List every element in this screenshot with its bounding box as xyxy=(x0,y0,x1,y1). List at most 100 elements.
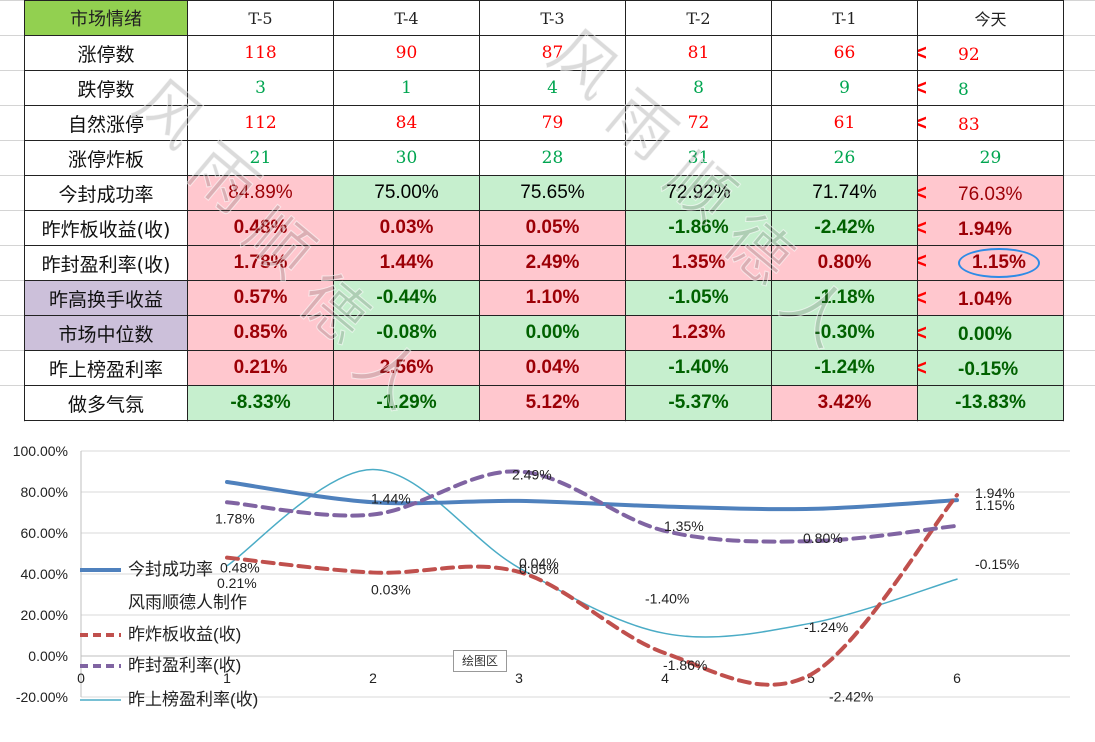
column-header[interactable]: T-5 xyxy=(187,0,334,36)
table-cell[interactable]: 81 xyxy=(625,35,772,71)
legend-label: 风雨顺德人制作 xyxy=(128,593,247,612)
table-cell[interactable]: <92 xyxy=(917,35,1064,71)
table-cell[interactable]: 2.49% xyxy=(479,245,626,281)
table-cell[interactable]: 1.23% xyxy=(625,315,772,351)
column-header[interactable]: 今天 xyxy=(917,0,1064,36)
table-cell[interactable]: 84 xyxy=(333,105,480,141)
table-cell[interactable]: 8 xyxy=(625,70,772,106)
table-cell[interactable]: 1.35% xyxy=(625,245,772,281)
row-label[interactable]: 今封成功率 xyxy=(24,175,188,211)
table-cell[interactable]: 31 xyxy=(625,140,772,176)
table-row: 涨停数 118 90 87 81 66 <92 xyxy=(24,35,1064,71)
table-cell[interactable]: 0.04% xyxy=(479,350,626,386)
column-header[interactable]: T-2 xyxy=(625,0,772,36)
table-cell[interactable]: 0.48% xyxy=(187,210,334,246)
cell-value: -2.42% xyxy=(814,217,875,238)
table-cell[interactable]: -1.24% xyxy=(771,350,918,386)
table-cell[interactable]: <1.94% xyxy=(917,210,1064,246)
data-label: -2.42% xyxy=(829,688,873,704)
table-cell[interactable]: 4 xyxy=(479,70,626,106)
table-cell[interactable]: 0.05% xyxy=(479,210,626,246)
cell-value: 1.78% xyxy=(233,252,288,273)
table-cell[interactable]: -2.42% xyxy=(771,210,918,246)
table-cell[interactable]: 72 xyxy=(625,105,772,141)
table-cell[interactable]: <1.15% xyxy=(917,245,1064,281)
table-cell[interactable]: -8.33% xyxy=(187,385,334,421)
table-cell[interactable]: 1.78% xyxy=(187,245,334,281)
table-cell[interactable]: 112 xyxy=(187,105,334,141)
table-cell[interactable]: 71.74% xyxy=(771,175,918,211)
row-label[interactable]: 自然涨停 xyxy=(24,105,188,141)
table-cell[interactable]: -1.18% xyxy=(771,280,918,316)
column-header[interactable]: T-3 xyxy=(479,0,626,36)
line-chart[interactable]: 100.00% 80.00% 60.00% 40.00% 20.00% 0.00% -20.… xyxy=(0,422,1095,742)
table-cell[interactable]: 118 xyxy=(187,35,334,71)
table-cell[interactable]: <8 xyxy=(917,70,1064,106)
table-cell[interactable]: <76.03% xyxy=(917,175,1064,211)
less-than-marker: < xyxy=(919,110,931,136)
table-cell[interactable]: <83 xyxy=(917,105,1064,141)
table-cell[interactable]: 84.89% xyxy=(187,175,334,211)
row-label[interactable]: 涨停炸板 xyxy=(24,140,188,176)
table-cell[interactable]: < -0.15% xyxy=(917,350,1064,386)
table-cell[interactable]: 21 xyxy=(187,140,334,176)
table-cell[interactable]: -1.40% xyxy=(625,350,772,386)
row-label[interactable]: 跌停数 xyxy=(24,70,188,106)
data-label: 0.80% xyxy=(803,530,843,546)
table-cell[interactable]: 0.85% xyxy=(187,315,334,351)
table-cell[interactable]: 75.00% xyxy=(333,175,480,211)
table-cell[interactable]: 0.80% xyxy=(771,245,918,281)
table-cell[interactable]: 1.44% xyxy=(333,245,480,281)
row-label[interactable]: 市场中位数 xyxy=(24,315,188,351)
table-cell[interactable]: 61 xyxy=(771,105,918,141)
data-label: -1.86% xyxy=(663,657,707,673)
row-label[interactable]: 涨停数 xyxy=(24,35,188,71)
table-cell[interactable]: 3.42% xyxy=(771,385,918,421)
table-cell[interactable]: 66 xyxy=(771,35,918,71)
table-cell[interactable]: -5.37% xyxy=(625,385,772,421)
legend-label: 昨封盈利率(收) xyxy=(128,656,241,675)
y-tick-label: 100.00% xyxy=(13,443,68,459)
table-cell[interactable]: -1.05% xyxy=(625,280,772,316)
table-cell[interactable]: 0.00% xyxy=(479,315,626,351)
less-than-marker: < xyxy=(919,320,931,346)
table-cell[interactable]: -1.86% xyxy=(625,210,772,246)
table-cell[interactable]: 30 xyxy=(333,140,480,176)
column-header[interactable]: T-1 xyxy=(771,0,918,36)
table-cell[interactable]: -1.29% xyxy=(333,385,480,421)
table-cell[interactable]: <1.04% xyxy=(917,280,1064,316)
table-cell[interactable]: -13.83% xyxy=(917,385,1064,421)
table-cell[interactable]: 87 xyxy=(479,35,626,71)
table-cell[interactable]: <0.00% xyxy=(917,315,1064,351)
table-cell[interactable]: 1 xyxy=(333,70,480,106)
table-cell[interactable]: 75.65% xyxy=(479,175,626,211)
table-cell[interactable]: 0.57% xyxy=(187,280,334,316)
table-cell[interactable]: 3 xyxy=(187,70,334,106)
row-label[interactable]: 做多气氛 xyxy=(24,385,188,421)
table-cell[interactable]: 90 xyxy=(333,35,480,71)
table-cell[interactable]: 29 xyxy=(917,140,1064,176)
table-cell[interactable]: -0.30% xyxy=(771,315,918,351)
table-cell[interactable]: -0.44% xyxy=(333,280,480,316)
cell-value: 0.80% xyxy=(817,252,872,273)
cell-value: 1.10% xyxy=(525,287,580,308)
data-label: -1.40% xyxy=(645,590,689,606)
table-cell[interactable]: 5.12% xyxy=(479,385,626,421)
table-cell[interactable]: 2.56% xyxy=(333,350,480,386)
table-cell[interactable]: -0.08% xyxy=(333,315,480,351)
column-header[interactable]: T-4 xyxy=(333,0,480,36)
table-cell[interactable]: 1.10% xyxy=(479,280,626,316)
table-cell[interactable]: 28 xyxy=(479,140,626,176)
row-label[interactable]: 昨封盈利率(收) xyxy=(24,245,188,281)
row-label[interactable]: 昨上榜盈利率 xyxy=(24,350,188,386)
row-label[interactable]: 昨炸板收益(收) xyxy=(24,210,188,246)
row-label[interactable]: 昨高换手收益 xyxy=(24,280,188,316)
table-cell[interactable]: 9 xyxy=(771,70,918,106)
table-title-cell[interactable]: 市场情绪 xyxy=(24,0,188,36)
table-cell[interactable]: 0.21% xyxy=(187,350,334,386)
table-cell[interactable]: 72.92% xyxy=(625,175,772,211)
cell-value: 1.35% xyxy=(671,252,726,273)
table-cell[interactable]: 26 xyxy=(771,140,918,176)
table-cell[interactable]: 79 xyxy=(479,105,626,141)
table-cell[interactable]: 0.03% xyxy=(333,210,480,246)
